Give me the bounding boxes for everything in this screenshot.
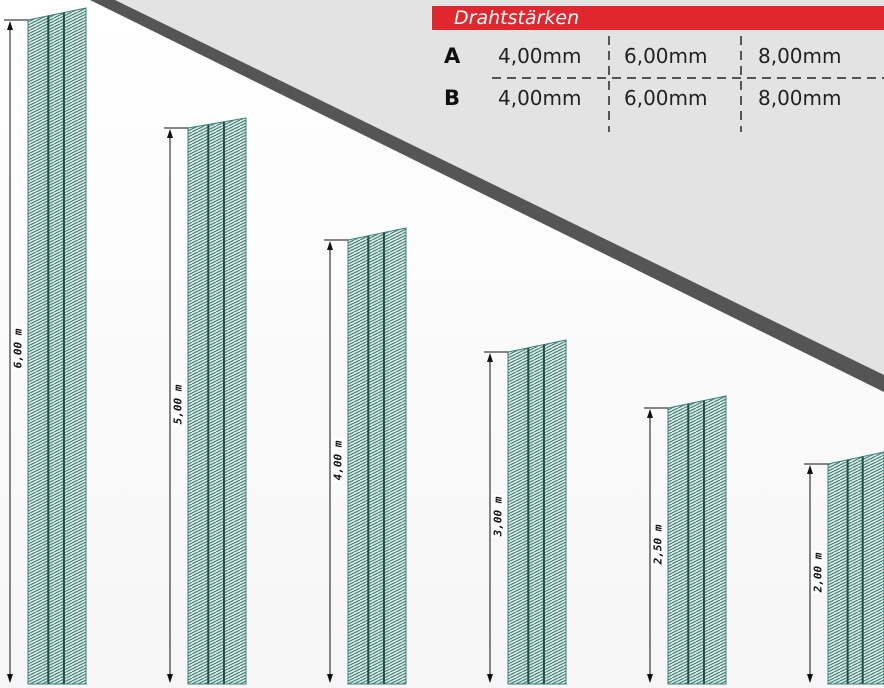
panel-3-dimension-arrow-top	[327, 241, 333, 250]
panel-1-dimension-arrow-bottom	[7, 674, 13, 683]
panel-4-height-label: 3,00 m	[491, 494, 505, 539]
panel-3-height-label: 4,00 m	[331, 438, 345, 483]
table-title: Drahtstärken	[432, 6, 884, 30]
roof-edge	[90, 0, 884, 392]
panels-layer	[4, 7, 884, 685]
panel-5-dimension-arrow-bottom	[647, 674, 653, 683]
panel-6-height-label: 2,00 m	[811, 550, 825, 595]
panel-1-height-label: 6,00 m	[11, 326, 25, 371]
panel-6-dimension-arrow-top	[807, 465, 813, 474]
fence-panel-6	[827, 451, 884, 685]
panel-6-dimension-arrow-bottom	[807, 674, 813, 683]
wire-thickness-table: Drahtstärken A 4,00mm 6,00mm 8,00mm B 4,…	[418, 6, 884, 136]
panel-5-height-label: 2,50 m	[651, 522, 665, 567]
row-label-a: A	[444, 44, 461, 68]
panel-2-dimension-arrow-top	[167, 129, 173, 138]
fence-panel-3	[347, 227, 407, 685]
fence-panel-1	[27, 7, 87, 685]
cell-b-3: 8,00mm	[758, 86, 842, 110]
panel-2-height-label: 5,00 m	[171, 382, 185, 427]
fence-panel-2	[187, 117, 247, 685]
cell-b-2: 6,00mm	[624, 86, 708, 110]
fence-panel-5	[667, 395, 727, 685]
row-label-b: B	[444, 86, 461, 110]
cell-b-1: 4,00mm	[498, 86, 582, 110]
panel-2-dimension-arrow-bottom	[167, 674, 173, 683]
panel-1-dimension-arrow-top	[7, 21, 13, 30]
fence-panel-4	[507, 339, 567, 685]
panel-5-dimension-arrow-top	[647, 409, 653, 418]
cell-a-1: 4,00mm	[498, 44, 582, 68]
panel-4-dimension-arrow-bottom	[487, 674, 493, 683]
cell-a-3: 8,00mm	[758, 44, 842, 68]
cell-a-2: 6,00mm	[624, 44, 708, 68]
panel-4-dimension-arrow-top	[487, 353, 493, 362]
panel-3-dimension-arrow-bottom	[327, 674, 333, 683]
